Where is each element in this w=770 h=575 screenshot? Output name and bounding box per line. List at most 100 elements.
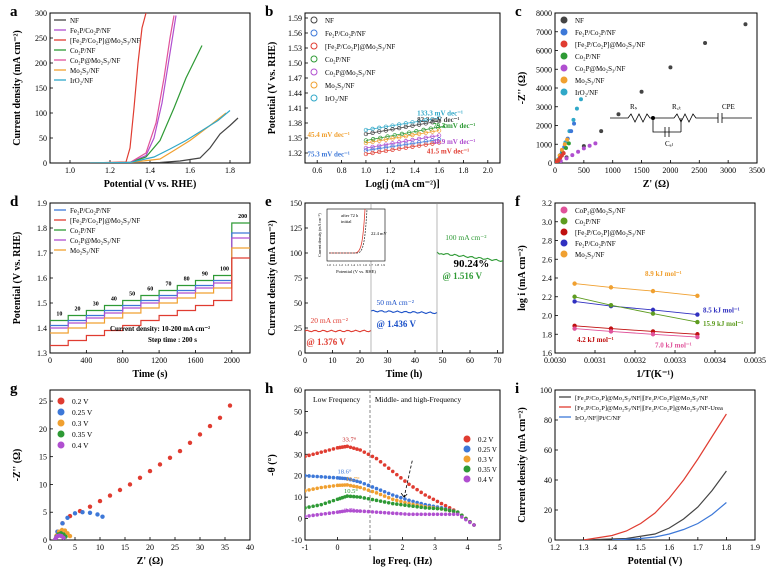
- data-point: [407, 498, 411, 503]
- data-point: [570, 153, 575, 158]
- data-point: [370, 497, 375, 502]
- data-point: [559, 147, 564, 152]
- y-tick-label: 1.53: [288, 44, 302, 53]
- data-point: [374, 510, 379, 514]
- y-tick-label: 1.9: [37, 199, 47, 208]
- y-tick-label: 6000: [536, 47, 552, 56]
- data-point: [345, 483, 350, 487]
- data-point: [355, 479, 359, 484]
- data-point: [599, 129, 604, 134]
- data-point: [311, 487, 315, 491]
- data-point: [695, 319, 700, 325]
- data-point: [305, 473, 307, 478]
- y-axis-label: log i (mA cm⁻²): [517, 245, 528, 311]
- data-point: [390, 501, 395, 506]
- data-point: [331, 484, 336, 488]
- segment-potential: @ 1.376 V: [306, 337, 346, 347]
- activation-energy-label: 7.0 kJ mol⁻¹: [655, 341, 692, 349]
- legend-marker: [560, 52, 568, 60]
- y-tick-label: 10: [39, 480, 47, 489]
- data-point: [608, 329, 614, 334]
- data-point: [351, 484, 356, 489]
- legend-marker: [463, 435, 471, 443]
- step-label: 50: [129, 292, 135, 298]
- x-tick-label: 1500: [634, 166, 650, 175]
- inset-x-tick: 1.2: [339, 263, 343, 267]
- data-point: [564, 156, 569, 161]
- inset-legend: after 72 h: [341, 213, 359, 218]
- stability-line: [370, 309, 438, 315]
- data-point: [378, 492, 383, 497]
- data-point: [390, 511, 395, 516]
- legend-entry: 0.4 V: [478, 476, 493, 484]
- legend-entry: Mo₂S₃/NF: [325, 82, 354, 90]
- panel-c: c 0 500 1000 1500 2000 2500 3000 3500 0 1000 2000 30…: [515, 4, 765, 190]
- legend-entry: Co₂P@Mo₂S₃/NF: [70, 57, 120, 65]
- data-point: [323, 511, 328, 516]
- y-tick-label: 1.41: [288, 104, 302, 113]
- data-point: [327, 511, 332, 516]
- panel-label: c: [515, 4, 522, 20]
- data-point: [411, 485, 415, 489]
- legend-marker: [463, 465, 471, 473]
- data-point: [157, 462, 163, 467]
- data-point: [435, 512, 440, 517]
- legend-marker: [57, 419, 65, 427]
- x-tick-label: 0: [48, 543, 52, 552]
- x-tick-label: 10: [96, 543, 104, 552]
- fit-line: [365, 142, 440, 155]
- x-tick-label: 0.0033: [664, 356, 686, 365]
- x-tick-label: 1: [368, 543, 372, 552]
- y-axis-label: Current density (mA cm⁻²): [267, 220, 278, 336]
- legend-marker: [310, 55, 318, 63]
- data-point: [366, 483, 371, 488]
- legend-entry: [Fe₂P/Co₂P]@Mo₂S₃/NF||[Fe₂P/Co₂P]@Mo₂S₃/…: [575, 395, 709, 402]
- data-point: [561, 151, 566, 156]
- data-point: [382, 510, 387, 515]
- data-point: [311, 452, 315, 457]
- data-point: [319, 474, 324, 479]
- activation-energy-label: 15.9 kJ mol⁻¹: [703, 320, 743, 328]
- segment-potential: @ 1.516 V: [443, 271, 483, 281]
- step-label: 90: [202, 272, 208, 278]
- data-point: [307, 505, 311, 509]
- x-tick-label: 500: [578, 166, 590, 175]
- legend-entry: Mo₂S₃/NF: [70, 247, 99, 255]
- legend-marker: [560, 250, 568, 258]
- y-tick-label: 3000: [536, 103, 552, 112]
- data-point: [468, 520, 472, 525]
- circuit-diagram: [610, 113, 752, 123]
- data-point: [403, 503, 407, 507]
- y-axis-label: Potential (V vs. RHE): [12, 232, 23, 325]
- y-tick-label: 2000: [536, 122, 552, 131]
- y-tick-label: 20: [294, 472, 302, 481]
- data-point: [370, 510, 375, 514]
- polarization-curve: [612, 502, 727, 540]
- data-point: [374, 498, 379, 503]
- data-point: [348, 477, 353, 482]
- data-point: [315, 451, 319, 456]
- legend-marker: [310, 81, 318, 89]
- panel-label: a: [10, 4, 18, 20]
- data-point: [419, 505, 423, 510]
- data-point: [307, 514, 311, 518]
- data-point: [378, 459, 383, 464]
- legend-marker: [57, 397, 65, 405]
- data-point: [355, 495, 359, 499]
- x-tick-label: 0.0031: [584, 356, 606, 365]
- data-point: [362, 481, 367, 486]
- data-point: [415, 500, 419, 505]
- data-point: [378, 499, 383, 503]
- step-label: 10: [56, 312, 62, 318]
- data-point: [370, 485, 375, 489]
- x-tick-label: 3500: [749, 166, 765, 175]
- x-tick-label: 1.8: [721, 543, 731, 552]
- fit-line: [365, 120, 440, 135]
- data-point: [447, 512, 452, 517]
- data-point: [411, 504, 415, 509]
- legend-entry: Fe₂P/Co₂P/NF: [70, 207, 111, 215]
- data-point: [403, 500, 407, 505]
- data-point: [390, 493, 395, 497]
- polarization-curve: [583, 470, 727, 540]
